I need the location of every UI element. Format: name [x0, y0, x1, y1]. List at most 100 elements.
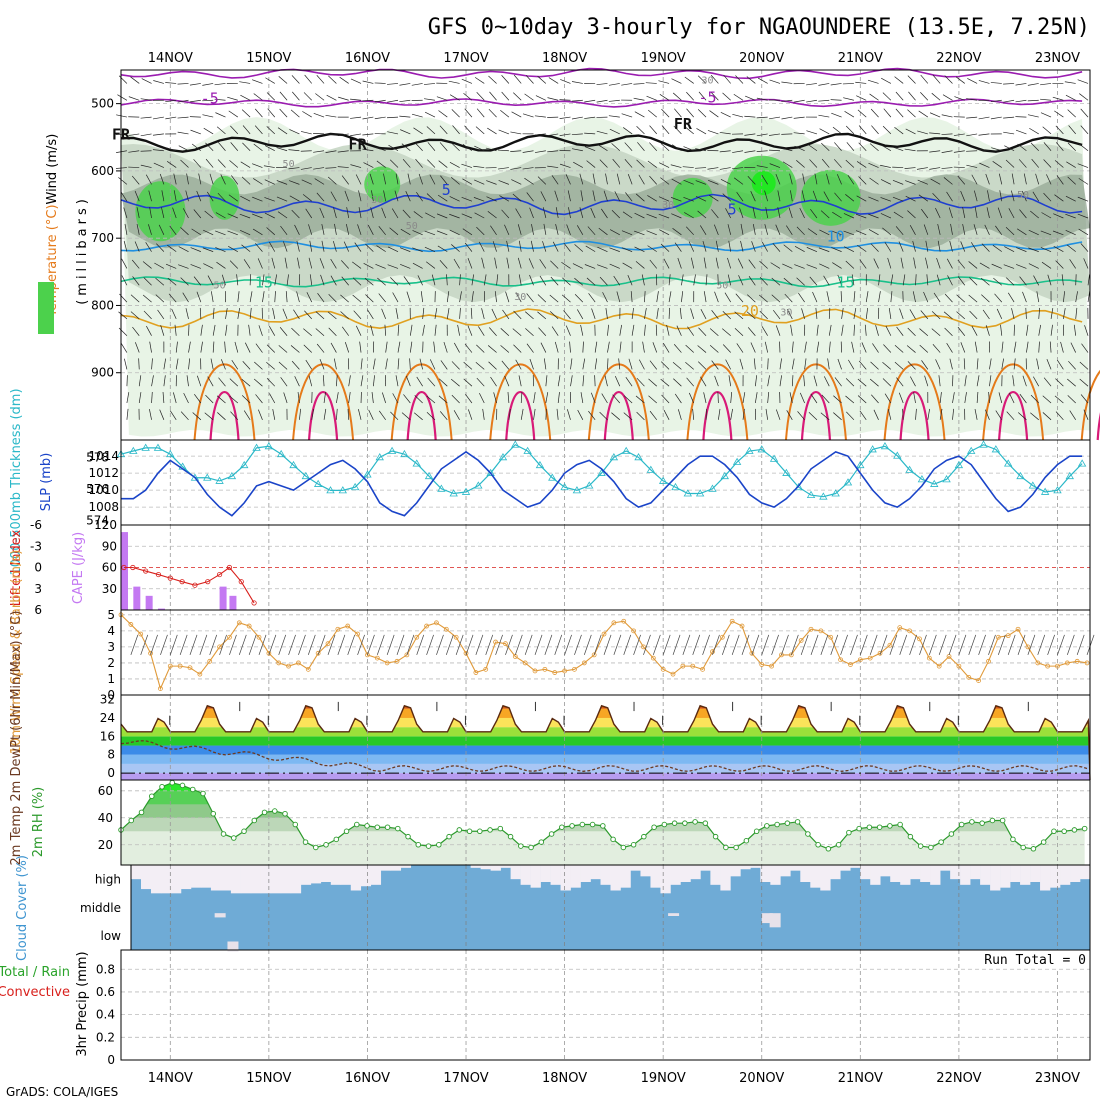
wind-barb — [725, 359, 732, 370]
wind-barb — [1030, 394, 1039, 404]
wind-barb — [199, 634, 208, 656]
wind-barb — [313, 167, 325, 170]
wind-barb — [252, 228, 263, 236]
wind-barb — [317, 293, 325, 303]
wind-barb — [1065, 195, 1076, 202]
wind-barb — [894, 126, 904, 135]
wind-barb — [907, 327, 916, 336]
wind-barb — [1019, 276, 1027, 286]
date-label-top: 18NOV — [542, 51, 587, 66]
wind-barb — [633, 83, 645, 85]
wind-barb — [668, 291, 672, 303]
wind-barb — [892, 196, 904, 202]
wind-barb — [367, 224, 374, 235]
wind-barb — [668, 307, 670, 319]
wind-barb — [646, 230, 657, 236]
wind-barb — [440, 360, 448, 370]
wind-barb — [1040, 112, 1052, 118]
wind-barb — [559, 116, 571, 119]
wind-barb — [616, 173, 621, 185]
wind-barb — [736, 343, 744, 353]
wind-speed-point — [158, 686, 163, 691]
wind-barb — [685, 361, 694, 370]
cloud-high-gap — [1070, 865, 1081, 882]
ytick-label: 800 — [91, 298, 114, 312]
wind-barb — [152, 133, 164, 136]
isotherm-line — [120, 276, 1083, 288]
rh-point — [138, 809, 145, 816]
wind-speed-point — [1084, 660, 1090, 666]
wind-barb — [929, 132, 941, 135]
wind-barb — [451, 394, 460, 404]
wind-barb — [968, 294, 978, 303]
wind-barb — [325, 167, 337, 169]
wind-barb — [336, 375, 338, 387]
wind-barb — [791, 358, 795, 370]
wind-barb — [292, 91, 300, 101]
wind-barb — [167, 244, 177, 252]
wind-barb — [173, 173, 177, 185]
wind-barb — [985, 325, 990, 336]
wind-barb — [590, 392, 596, 404]
wind-barb — [1054, 110, 1064, 118]
wind-speed-point — [227, 634, 232, 640]
wind-barb — [255, 243, 263, 252]
wind-barb — [764, 190, 768, 202]
wind-barb — [529, 207, 534, 219]
cloud-high-gap — [850, 865, 861, 868]
wind-barb — [619, 341, 622, 353]
rh-point — [825, 846, 832, 852]
wind-barb — [744, 150, 756, 153]
cloud-high-gap — [1050, 865, 1061, 888]
wind-barb — [549, 294, 559, 303]
wind-barb — [1083, 409, 1089, 420]
wind-barb — [775, 174, 781, 185]
wind-barb — [722, 328, 731, 336]
wind-barb — [858, 360, 867, 370]
rh-max-blob — [751, 171, 776, 196]
cloud-high-gap — [490, 865, 501, 871]
wind-barb — [178, 264, 189, 269]
wind-barb — [459, 307, 461, 319]
wind-barb — [628, 358, 633, 370]
thickness-point — [745, 446, 754, 454]
wind-barb — [644, 308, 647, 319]
wind-barb — [449, 229, 460, 236]
ytick-label: 20 — [98, 838, 113, 852]
rh-point — [548, 831, 555, 837]
wind-barb — [818, 114, 830, 118]
wind-barb — [533, 392, 536, 404]
thickness-point — [412, 459, 421, 467]
wind-barb — [659, 162, 670, 168]
wind-barb — [193, 209, 202, 219]
wind-barb — [759, 310, 768, 320]
wind-barb — [828, 307, 831, 319]
wind-speed-line — [120, 614, 1088, 691]
wind-barb — [843, 230, 855, 236]
wind-barb — [402, 158, 411, 168]
wind-barb — [424, 111, 436, 118]
wind-barb — [832, 126, 842, 135]
wind-barb — [315, 311, 325, 320]
isotherm-line — [120, 240, 1083, 253]
wind-barb — [346, 223, 350, 235]
wind-barb — [229, 634, 237, 656]
isotherm-surface-orange — [292, 363, 355, 441]
wind-barb — [328, 294, 337, 303]
wind-barb — [605, 307, 608, 319]
isotherm-surface-magenta — [209, 391, 240, 441]
wind-barb — [308, 224, 313, 235]
wind-barb — [524, 93, 534, 101]
wind-barb — [740, 240, 744, 252]
wind-barb — [868, 162, 879, 168]
wind-barb — [426, 634, 434, 656]
wind-barb — [210, 358, 214, 370]
wind-barb — [1030, 142, 1039, 151]
wind-barb — [613, 275, 621, 286]
wind-barb — [673, 125, 682, 135]
wind-barb — [638, 174, 645, 185]
wind-barb — [337, 634, 346, 656]
wind-barb — [786, 308, 793, 320]
thickness-point — [486, 468, 495, 476]
wind-barb — [462, 144, 473, 152]
